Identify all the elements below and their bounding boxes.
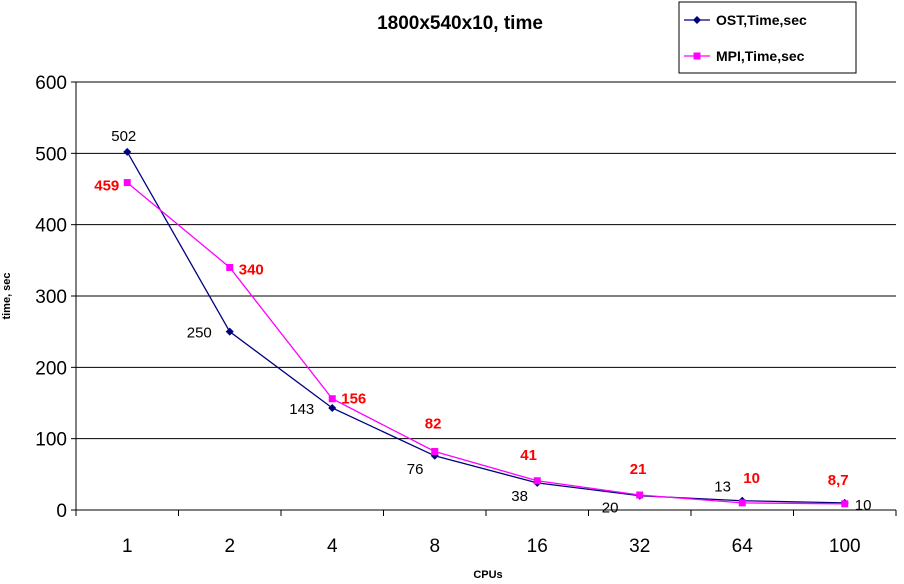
point-mpi-64 — [738, 499, 746, 507]
x-tick-label-8: 8 — [429, 536, 440, 557]
data-label-mpi-8: 82 — [425, 416, 442, 433]
data-label-ost-2: 250 — [187, 325, 212, 342]
data-label-mpi-16: 41 — [520, 447, 537, 464]
data-label-ost-100: 10 — [855, 497, 872, 514]
y-tick-label-400: 400 — [35, 216, 67, 237]
legend: OST,Time,sec MPI,Time,sec — [678, 1, 857, 74]
chart-title: 1800x540x10, time — [377, 13, 543, 34]
legend-mpi-label: MPI,Time,sec — [716, 48, 805, 64]
y-axis-label: time, sec — [1, 272, 13, 319]
point-mpi-16 — [533, 477, 541, 485]
point-mpi-4 — [328, 395, 336, 403]
x-tick-label-2: 2 — [224, 536, 235, 557]
point-mpi-1 — [123, 179, 131, 187]
y-tick-labels: 0 100 200 300 400 500 600 — [35, 73, 67, 522]
data-label-mpi-2: 340 — [239, 261, 264, 278]
data-label-ost-1: 502 — [111, 128, 136, 145]
x-tick-label-100: 100 — [829, 536, 861, 557]
point-ost-1 — [123, 147, 132, 156]
data-label-ost-64: 13 — [714, 479, 731, 496]
point-mpi-100 — [841, 500, 849, 508]
x-tick-labels: 1 2 4 8 16 32 64 100 — [122, 536, 861, 557]
point-mpi-32 — [636, 491, 644, 499]
x-tick-label-64: 64 — [732, 536, 754, 557]
data-label-mpi-64: 10 — [743, 470, 760, 487]
x-tick-label-4: 4 — [327, 536, 338, 557]
legend-box — [678, 1, 857, 74]
legend-mpi-square-marker — [693, 52, 701, 60]
y-tick-label-500: 500 — [35, 144, 67, 165]
series-mpi-line — [126, 182, 845, 505]
x-axis-label: CPUs — [473, 569, 502, 581]
data-label-mpi-4: 156 — [341, 391, 366, 408]
point-ost-2 — [225, 327, 234, 336]
series-ost-line — [126, 151, 845, 504]
y-tick-label-100: 100 — [35, 430, 67, 451]
point-mpi-2 — [226, 263, 234, 271]
data-label-ost-32: 20 — [602, 500, 619, 517]
data-label-ost-8: 76 — [407, 461, 424, 478]
legend-ost-label: OST,Time,sec — [716, 12, 807, 28]
data-label-ost-16: 38 — [511, 488, 528, 505]
data-label-mpi-32: 21 — [630, 461, 647, 478]
data-label-ost-4: 143 — [289, 401, 314, 418]
x-tick-label-32: 32 — [629, 536, 650, 557]
axes — [71, 81, 897, 516]
data-label-mpi-1: 459 — [94, 178, 119, 195]
y-tick-label-300: 300 — [35, 287, 67, 308]
x-tick-label-16: 16 — [527, 536, 548, 557]
y-tick-label-200: 200 — [35, 358, 67, 379]
legend-ost-diamond-marker — [693, 16, 701, 24]
gridlines — [76, 81, 896, 440]
y-tick-label-600: 600 — [35, 73, 67, 94]
data-labels: 502 250 143 76 38 20 13 10 459 340 156 82 41 21 10 8,7 — [94, 128, 871, 517]
series-group — [123, 147, 849, 508]
point-mpi-8 — [431, 448, 439, 456]
x-tick-label-1: 1 — [122, 536, 133, 557]
point-ost-4 — [328, 403, 337, 412]
data-label-mpi-100: 8,7 — [828, 472, 849, 489]
y-tick-label-0: 0 — [56, 501, 67, 522]
